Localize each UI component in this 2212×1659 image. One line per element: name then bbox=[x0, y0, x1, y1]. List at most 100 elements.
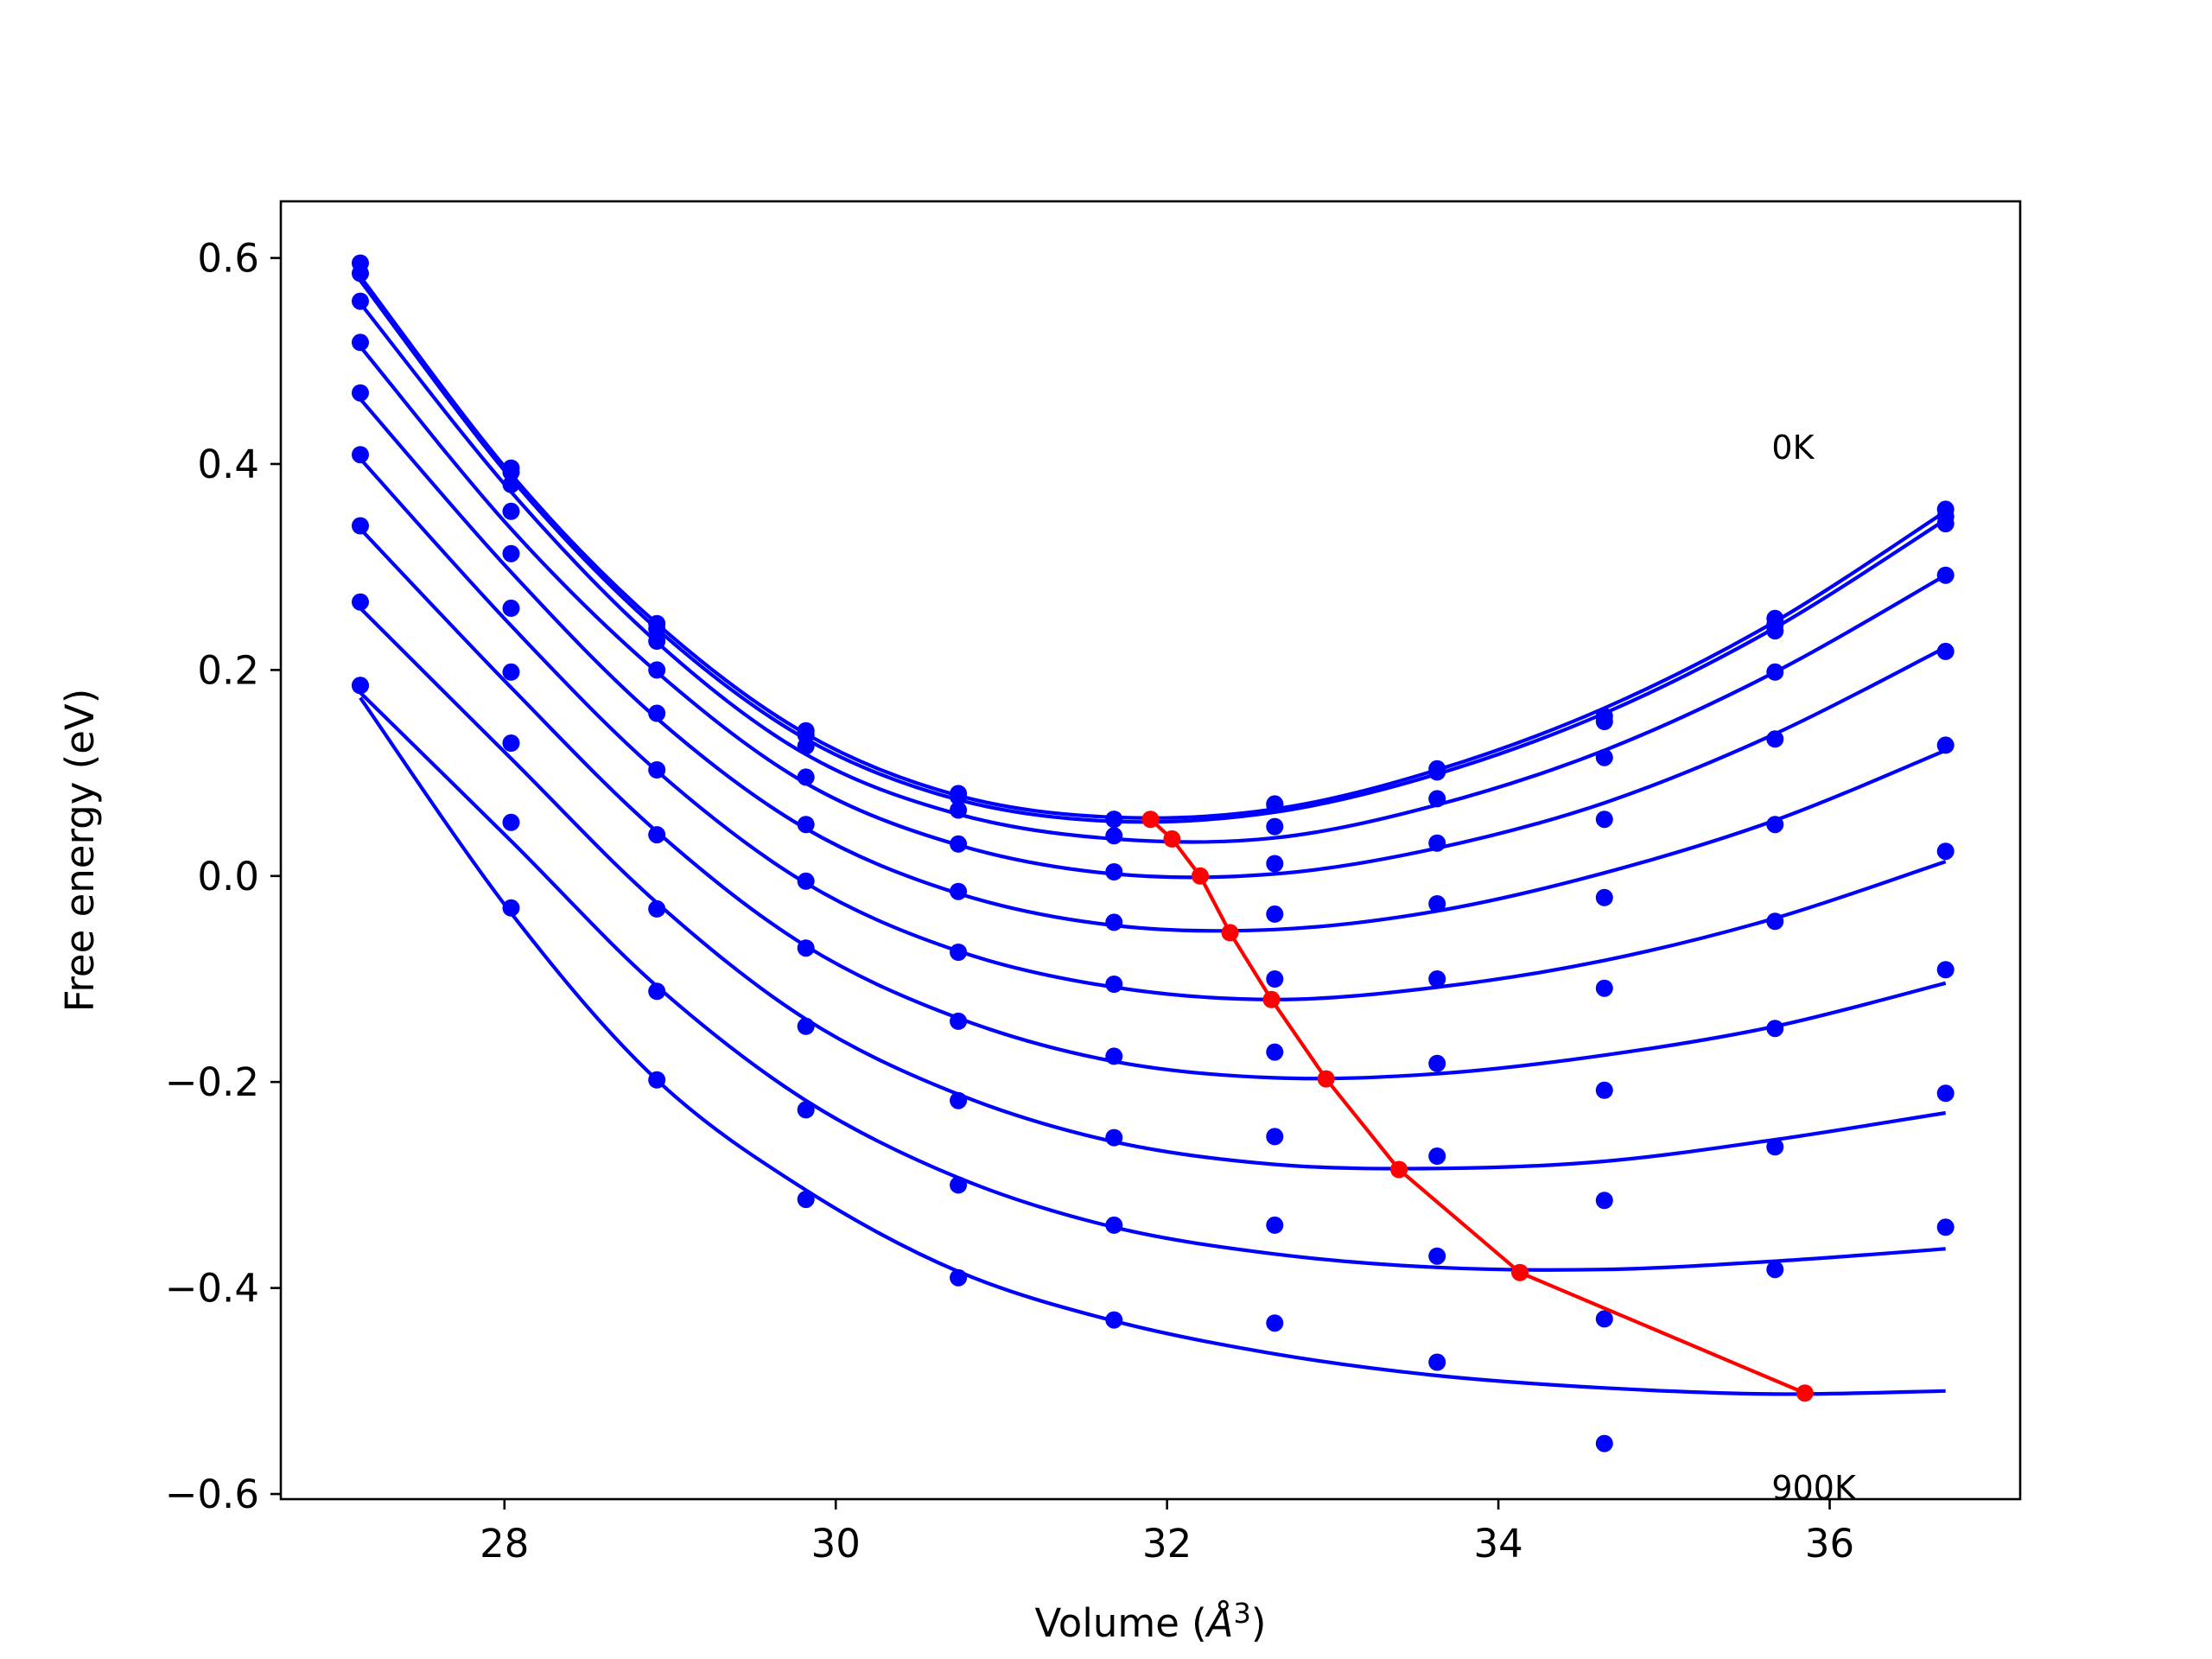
data-point-s7-6 bbox=[1105, 1047, 1123, 1065]
y-axis-ticks: −0.6 −0.4 −0.2 0.0 0.2 0.4 0.6 bbox=[165, 236, 281, 1517]
data-point-s10-1 bbox=[352, 677, 369, 695]
data-point-s5-2 bbox=[502, 544, 520, 563]
x-tick-label: 34 bbox=[1473, 1521, 1522, 1567]
data-point-s4-9 bbox=[1595, 810, 1613, 829]
data-point-s8-6 bbox=[1105, 1128, 1123, 1147]
fit-curve-9 bbox=[359, 691, 1946, 1272]
data-point-s2-8 bbox=[1428, 763, 1446, 781]
data-point-s6-1 bbox=[352, 446, 369, 464]
data-point-s3-8 bbox=[1428, 790, 1446, 808]
data-point-s9-10 bbox=[1766, 1138, 1784, 1156]
minimum-point-8 bbox=[1511, 1263, 1529, 1281]
data-point-s8-9 bbox=[1595, 1192, 1613, 1210]
y-tick-label: −0.6 bbox=[165, 1471, 259, 1517]
plot-frame bbox=[279, 200, 2022, 1501]
data-point-s7-7 bbox=[1266, 1043, 1284, 1061]
data-point-s10-2 bbox=[502, 899, 520, 917]
data-point-s9-11 bbox=[1936, 1084, 1955, 1103]
fit-curve-6 bbox=[359, 457, 1947, 1001]
x-axis-ticks: 28 30 32 34 36 bbox=[480, 1499, 1854, 1567]
y-tick-label: 0.6 bbox=[197, 236, 259, 282]
data-point-s10-11 bbox=[1936, 1218, 1955, 1236]
fit-curve-4 bbox=[359, 345, 1947, 880]
data-point-s7-1 bbox=[352, 517, 369, 535]
data-point-s6-4 bbox=[797, 872, 815, 890]
data-point-s5-6 bbox=[1105, 913, 1123, 931]
data-point-s10-5 bbox=[950, 1268, 968, 1287]
data-point-s7-9 bbox=[1595, 1081, 1613, 1099]
data-point-s6-8 bbox=[1428, 970, 1446, 988]
data-point-s7-8 bbox=[1428, 1054, 1446, 1072]
data-point-s6-7 bbox=[1266, 970, 1284, 988]
data-point-s9-8 bbox=[1428, 1247, 1446, 1265]
fit-curves bbox=[359, 275, 1947, 1396]
y-axis-label: Free energy (eV) bbox=[57, 689, 103, 1012]
minimum-point-5 bbox=[1262, 990, 1281, 1008]
data-point-s4-7 bbox=[1266, 855, 1284, 873]
data-point-s8-11 bbox=[1936, 961, 1955, 979]
data-point-s4-5 bbox=[950, 835, 968, 853]
data-point-s6-10 bbox=[1766, 816, 1784, 834]
data-point-s8-7 bbox=[1266, 1128, 1284, 1146]
data-point-s10-9 bbox=[1595, 1434, 1613, 1452]
data-point-s10-6 bbox=[1105, 1311, 1123, 1329]
data-point-s2-7 bbox=[1266, 796, 1284, 814]
data-point-s6-2 bbox=[502, 599, 520, 617]
annotation-0k: 0K bbox=[1771, 429, 1815, 467]
data-point-s4-2 bbox=[502, 502, 520, 520]
data-point-s5-3 bbox=[648, 704, 666, 722]
data-point-s3-2 bbox=[502, 475, 520, 493]
x-tick-label: 36 bbox=[1805, 1521, 1854, 1567]
data-point-s7-3 bbox=[648, 826, 666, 844]
data-point-s9-9 bbox=[1595, 1310, 1613, 1328]
x-axis-label: Volume (Å3) bbox=[1035, 1597, 1267, 1646]
fit-curve-8 bbox=[359, 607, 1947, 1171]
minimum-point-6 bbox=[1317, 1070, 1335, 1088]
data-point-s9-4 bbox=[797, 1101, 815, 1119]
data-point-s3-6 bbox=[1105, 827, 1123, 845]
data-point-s10-10 bbox=[1766, 1261, 1784, 1279]
minimum-point-1 bbox=[1141, 810, 1160, 829]
minimum-point-4 bbox=[1221, 924, 1239, 942]
minimum-line bbox=[1149, 817, 1806, 1395]
data-point-s8-1 bbox=[352, 593, 369, 611]
data-point-s5-10 bbox=[1766, 730, 1784, 748]
data-point-s9-3 bbox=[648, 982, 666, 1001]
data-point-s8-5 bbox=[950, 1091, 968, 1109]
data-point-s2-3 bbox=[648, 620, 666, 638]
data-point-s7-5 bbox=[950, 1012, 968, 1030]
data-point-s2-1 bbox=[352, 264, 369, 283]
data-point-s4-4 bbox=[797, 768, 815, 786]
data-point-s3-9 bbox=[1595, 748, 1613, 766]
data-point-s10-3 bbox=[648, 1071, 666, 1089]
fit-curve-10 bbox=[359, 696, 1946, 1396]
data-point-s3-11 bbox=[1936, 515, 1955, 533]
fit-curve-2 bbox=[359, 279, 1947, 824]
y-tick-label: 0.4 bbox=[197, 442, 259, 487]
data-point-s9-6 bbox=[1105, 1216, 1123, 1234]
data-point-s7-4 bbox=[797, 939, 815, 957]
data-point-s4-11 bbox=[1936, 566, 1955, 584]
data-point-s4-10 bbox=[1766, 663, 1784, 681]
data-point-s6-9 bbox=[1595, 979, 1613, 997]
data-point-s5-11 bbox=[1936, 642, 1955, 660]
data-point-s8-2 bbox=[502, 734, 520, 752]
data-point-s5-8 bbox=[1428, 895, 1446, 912]
data-point-s3-1 bbox=[352, 292, 369, 310]
data-point-s5-7 bbox=[1266, 905, 1284, 923]
y-tick-label: 0.2 bbox=[197, 647, 259, 693]
data-point-s9-5 bbox=[950, 1176, 968, 1194]
fit-curve-1 bbox=[359, 275, 1947, 820]
data-point-s5-4 bbox=[797, 816, 815, 834]
data-point-s10-8 bbox=[1428, 1353, 1446, 1371]
minimum-point-9 bbox=[1796, 1384, 1814, 1402]
data-point-s2-6 bbox=[1105, 810, 1123, 829]
data-point-s3-7 bbox=[1266, 817, 1284, 836]
y-tick-label: 0.0 bbox=[197, 854, 259, 899]
data-point-s6-3 bbox=[648, 761, 666, 779]
data-point-s5-9 bbox=[1595, 888, 1613, 906]
data-point-s8-10 bbox=[1766, 1020, 1784, 1038]
data-point-s10-4 bbox=[797, 1191, 815, 1209]
